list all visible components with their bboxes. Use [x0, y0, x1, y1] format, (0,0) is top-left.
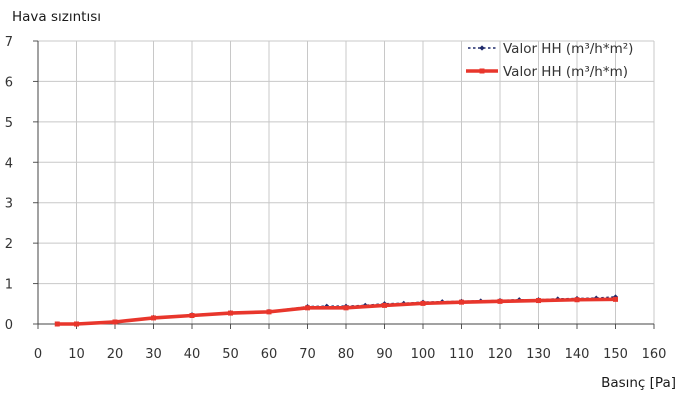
x-tick-label: 10 — [68, 347, 85, 362]
series-2-point — [112, 319, 118, 325]
y-tick-label: 1 — [5, 278, 13, 293]
legend-label-series-1: Valor HH (m³/h*m²) — [503, 41, 633, 57]
y-tick-label: 3 — [5, 197, 13, 212]
series-2-point — [497, 298, 503, 304]
series-2-point — [574, 297, 580, 303]
x-tick-label: 90 — [376, 347, 393, 362]
x-tick-label: 120 — [488, 347, 513, 362]
y-tick-label: 2 — [5, 237, 13, 252]
x-tick-label: 0 — [34, 347, 42, 362]
x-tick-label: 160 — [642, 347, 667, 362]
x-tick-label: 110 — [449, 347, 474, 362]
series-2-point — [459, 299, 464, 305]
x-axis-title: Basınç [Pa] — [601, 375, 676, 391]
x-tick-label: 100 — [411, 347, 436, 362]
y-tick-label: 6 — [5, 75, 13, 90]
x-tick-label: 50 — [222, 347, 239, 362]
legend: Valor HH (m³/h*m²) Valor HH (m³/h*m) — [466, 41, 633, 80]
x-tick-label: 140 — [565, 347, 590, 362]
y-tick-label: 4 — [5, 156, 13, 171]
x-tick-label: 30 — [145, 347, 162, 362]
series-2-point — [536, 298, 541, 304]
series-2-point — [189, 313, 195, 319]
x-tick-label: 40 — [184, 347, 201, 362]
legend-marker-series-2 — [479, 68, 485, 74]
series-2-point — [74, 321, 79, 327]
series-2-point — [151, 315, 156, 321]
axes: 0 10 20 30 40 50 60 70 80 90 100 110 120 130 140 150 160… — [5, 35, 667, 362]
x-tick-label: 150 — [603, 347, 628, 362]
x-tick-label: 60 — [261, 347, 278, 362]
x-tick-label: 70 — [299, 347, 316, 362]
series-2-line — [55, 297, 618, 326]
x-tick-label: 130 — [526, 347, 551, 362]
y-tick-label: 5 — [5, 116, 13, 131]
series-2-point — [382, 302, 387, 308]
series-layer — [54, 294, 619, 327]
series-2-point — [305, 305, 310, 311]
grid — [38, 40, 655, 324]
series-2-point — [228, 310, 233, 316]
series-2-point — [343, 305, 349, 311]
legend-marker-series-1 — [479, 45, 485, 51]
legend-label-series-2: Valor HH (m³/h*m) — [503, 64, 628, 80]
y-tick-label: 7 — [5, 35, 13, 50]
x-tick-label: 80 — [338, 347, 355, 362]
y-tick-label: 0 — [5, 318, 13, 333]
chart-title: Hava sızıntısı — [12, 9, 101, 25]
x-tick-label: 20 — [107, 347, 124, 362]
series-2-point — [420, 300, 426, 306]
series-2-point — [54, 321, 60, 327]
series-2-point — [266, 309, 272, 315]
series-2-point — [613, 296, 618, 302]
